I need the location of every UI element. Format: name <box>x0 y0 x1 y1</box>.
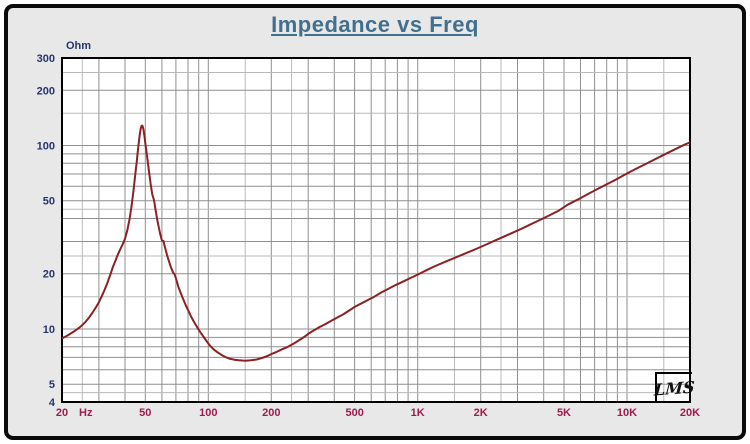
y-tick-label: 5 <box>49 379 55 391</box>
y-tick-label: 10 <box>43 324 55 336</box>
chart-title: Impedance vs Freq <box>271 12 479 37</box>
x-tick-label: 500 <box>345 407 363 419</box>
x-tick-label: 20 <box>56 407 68 419</box>
x-tick-label: 20K <box>680 407 700 419</box>
y-tick-label: 100 <box>37 140 55 152</box>
x-tick-label: 2K <box>474 407 488 419</box>
x-tick-label: 5K <box>557 407 571 419</box>
x-tick-label: 10K <box>617 407 637 419</box>
lms-logo-text: LMS <box>653 377 696 399</box>
y-tick-label: 300 <box>37 53 55 65</box>
y-tick-label: 200 <box>37 85 55 97</box>
impedance-curve <box>61 124 691 362</box>
y-tick-label: 50 <box>43 196 55 208</box>
y-axis-unit-label: Ohm <box>66 40 91 52</box>
x-tick-label: 100 <box>199 407 217 419</box>
plot-border <box>61 57 691 403</box>
y-tick-label: 20 <box>43 269 55 281</box>
y-tick-label: 4 <box>49 397 56 409</box>
plot-area <box>62 58 690 402</box>
x-axis-unit-label: Hz <box>79 407 93 419</box>
lms-logo: LMS <box>654 372 695 403</box>
x-tick-label: 50 <box>139 407 151 419</box>
x-tick-label: 200 <box>262 407 280 419</box>
x-tick-label: 1K <box>411 407 425 419</box>
